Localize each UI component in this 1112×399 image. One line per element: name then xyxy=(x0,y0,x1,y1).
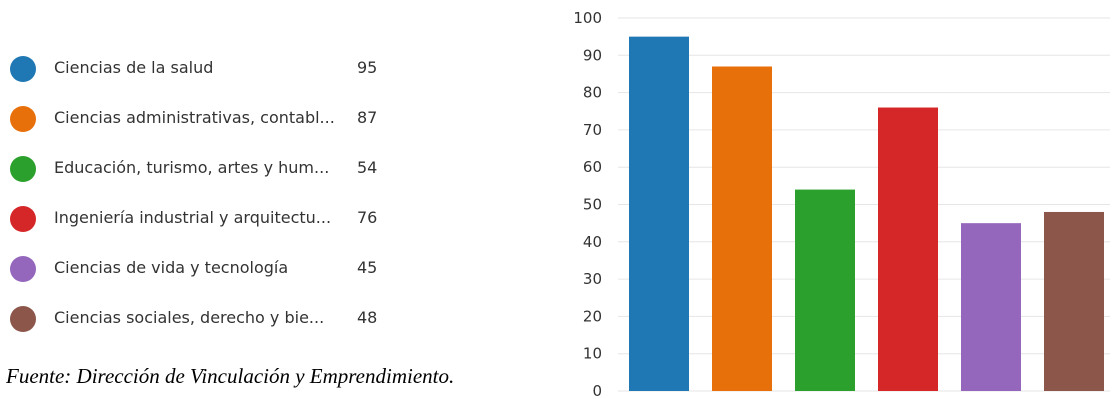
bar[interactable] xyxy=(961,223,1021,391)
legend-color-dot xyxy=(10,106,36,132)
y-tick-label: 30 xyxy=(583,270,602,288)
y-tick-label: 40 xyxy=(583,233,602,251)
legend-label: Ciencias sociales, derecho y bie... xyxy=(54,308,325,327)
legend-value: 54 xyxy=(357,158,378,177)
y-tick-label: 90 xyxy=(583,46,602,64)
y-axis-ticks: 0 10 20 30 40 50 60 70 80 90 100 xyxy=(573,9,602,399)
legend-item[interactable]: Ciencias sociales, derecho y bie... 48 xyxy=(0,298,400,338)
legend-value: 95 xyxy=(357,58,378,77)
y-tick-label: 100 xyxy=(573,9,602,27)
legend-label: Ciencias administrativas, contabl... xyxy=(54,108,335,127)
bar[interactable] xyxy=(1044,211,1104,391)
bar[interactable] xyxy=(629,36,689,392)
legend-color-dot xyxy=(10,156,36,182)
legend-label: Ciencias de la salud xyxy=(54,58,214,77)
bar[interactable] xyxy=(795,189,855,391)
bar[interactable] xyxy=(878,107,938,392)
bars xyxy=(629,36,1104,392)
legend-value: 87 xyxy=(357,108,378,127)
legend-item[interactable]: Ciencias administrativas, contabl... 87 xyxy=(0,98,400,138)
y-tick-label: 80 xyxy=(583,84,602,102)
y-tick-label: 0 xyxy=(592,382,602,399)
legend-label: Ciencias de vida y tecnología xyxy=(54,258,289,277)
y-tick-label: 50 xyxy=(583,196,602,214)
legend-label: Educación, turismo, artes y hum... xyxy=(54,158,330,177)
legend-value: 76 xyxy=(357,208,378,227)
legend-item[interactable]: Ingeniería industrial y arquitectu... 76 xyxy=(0,198,400,238)
y-tick-label: 10 xyxy=(583,345,602,363)
legend-color-dot xyxy=(10,206,36,232)
legend-item[interactable]: Educación, turismo, artes y hum... 54 xyxy=(0,148,400,188)
legend-item[interactable]: Ciencias de la salud 95 xyxy=(0,48,400,88)
bar[interactable] xyxy=(712,66,772,392)
source-note: Fuente: Dirección de Vinculación y Empre… xyxy=(6,364,455,388)
y-tick-label: 20 xyxy=(583,307,602,325)
y-tick-label: 60 xyxy=(583,158,602,176)
legend-label: Ingeniería industrial y arquitectu... xyxy=(54,208,332,227)
legend-value: 48 xyxy=(357,308,378,327)
gridlines xyxy=(618,17,1110,392)
y-tick-label: 70 xyxy=(583,121,602,139)
legend-color-dot xyxy=(10,306,36,332)
legend-item[interactable]: Ciencias de vida y tecnología 45 xyxy=(0,248,400,288)
legend-color-dot xyxy=(10,56,36,82)
legend-color-dot xyxy=(10,256,36,282)
legend-value: 45 xyxy=(357,258,378,277)
